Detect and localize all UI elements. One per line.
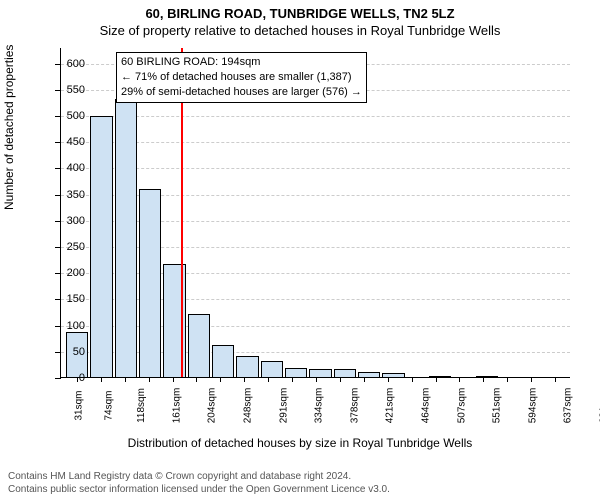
x-axis-labels: 31sqm74sqm118sqm161sqm204sqm248sqm291sqm… — [60, 382, 570, 393]
histogram-bar — [261, 361, 283, 377]
histogram-bar — [139, 189, 161, 377]
y-tick-label: 550 — [67, 84, 85, 96]
annotation-line-1: 60 BIRLING ROAD: 194sqm — [121, 55, 362, 70]
y-tick-label: 100 — [67, 320, 85, 332]
histogram-bar — [382, 373, 404, 377]
x-tick-label: 594sqm — [527, 388, 538, 424]
histogram-bar — [309, 369, 331, 377]
x-tick-label: 421sqm — [385, 388, 396, 424]
histogram-bar — [334, 369, 356, 377]
x-tick-label: 291sqm — [278, 388, 289, 424]
x-tick-label: 161sqm — [171, 388, 182, 424]
y-tick-label: 300 — [67, 215, 85, 227]
histogram-bar — [115, 99, 137, 377]
annotation-box: 60 BIRLING ROAD: 194sqm ← 71% of detache… — [116, 52, 367, 103]
footer-attribution: Contains HM Land Registry data © Crown c… — [8, 471, 390, 496]
footer-line-1: Contains HM Land Registry data © Crown c… — [8, 471, 390, 484]
y-tick-label: 450 — [67, 136, 85, 148]
chart-area: 60 BIRLING ROAD: 194sqm ← 71% of detache… — [60, 48, 570, 378]
x-tick-label: 248sqm — [242, 388, 253, 424]
histogram-bar — [188, 314, 210, 377]
y-tick-label: 400 — [67, 162, 85, 174]
histogram-bar — [476, 376, 498, 377]
y-axis-title: Number of detached properties — [2, 45, 16, 210]
annotation-line-3: 29% of semi-detached houses are larger (… — [121, 85, 362, 100]
x-tick-label: 378sqm — [349, 388, 360, 424]
histogram-bar — [358, 372, 380, 377]
annotation-line-2: ← 71% of detached houses are smaller (1,… — [121, 70, 362, 85]
y-tick-label: 500 — [67, 110, 85, 122]
y-tick-label: 200 — [67, 267, 85, 279]
y-tick — [55, 378, 61, 379]
x-tick-label: 204sqm — [207, 388, 218, 424]
y-tick-label: 50 — [73, 346, 85, 358]
y-tick-label: 250 — [67, 241, 85, 253]
histogram-bar — [429, 376, 451, 377]
title-sub: Size of property relative to detached ho… — [0, 21, 600, 38]
histogram-bar — [212, 345, 234, 377]
footer-line-2: Contains public sector information licen… — [8, 484, 390, 497]
x-tick-label: 551sqm — [491, 388, 502, 424]
histogram-bar — [90, 116, 112, 377]
histogram-bar — [285, 368, 307, 377]
x-tick-label: 507sqm — [456, 388, 467, 424]
x-tick-label: 334sqm — [313, 388, 324, 424]
histogram-bar — [236, 356, 258, 377]
x-tick-label: 464sqm — [420, 388, 431, 424]
x-tick-label: 74sqm — [104, 390, 115, 420]
y-tick-label: 600 — [67, 58, 85, 70]
y-tick-label: 150 — [67, 293, 85, 305]
y-tick-label: 350 — [67, 189, 85, 201]
x-axis-title: Distribution of detached houses by size … — [0, 436, 600, 450]
title-main: 60, BIRLING ROAD, TUNBRIDGE WELLS, TN2 5… — [0, 0, 600, 21]
x-tick-label: 118sqm — [136, 388, 147, 423]
x-tick-label: 637sqm — [563, 388, 574, 424]
x-tick-label: 31sqm — [74, 390, 85, 420]
